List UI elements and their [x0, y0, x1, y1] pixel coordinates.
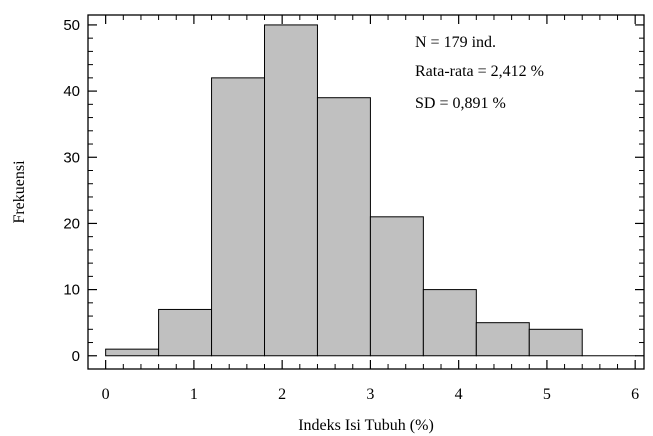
x-tick-label-4: 4	[455, 386, 463, 403]
x-tick-label-6: 6	[631, 386, 639, 403]
x-tick-label-0: 0	[102, 386, 110, 403]
histogram-bar-8	[528, 328, 583, 357]
y-tick-label-20: 20	[63, 215, 80, 232]
histogram-bar-1	[158, 308, 213, 357]
y-tick-label-10: 10	[63, 282, 80, 299]
x-axis-label: Indeks Isi Tubuh (%)	[298, 417, 434, 434]
x-axis-ticks: 0 1 2 3 4 5 6	[102, 15, 639, 403]
y-tick-label-40: 40	[63, 83, 80, 100]
annotation-sd: SD = 0,891 %	[415, 95, 506, 112]
histogram-bar-6	[422, 289, 477, 357]
plot-frame	[87, 14, 645, 370]
y-axis-label: Frekuensi	[11, 160, 28, 224]
histogram-bar-5	[369, 216, 424, 357]
bars-group	[105, 24, 636, 357]
x-tick-label-3: 3	[366, 386, 374, 403]
histogram-bar-7	[475, 322, 530, 357]
histogram-bar-4	[316, 97, 371, 357]
y-axis-ticks: 0 10 20 30 40 50	[63, 17, 644, 365]
histogram-bar-0	[105, 348, 160, 357]
y-tick-label-0: 0	[72, 348, 80, 365]
x-tick-label-5: 5	[543, 386, 551, 403]
annotation-n: N = 179 ind.	[415, 34, 496, 51]
annotation-mean: Rata-rata = 2,412 %	[415, 63, 544, 80]
histogram-bar-3	[264, 24, 318, 357]
histogram-bar-2	[211, 77, 266, 357]
x-tick-label-1: 1	[190, 386, 198, 403]
y-tick-label-30: 30	[63, 149, 80, 166]
x-tick-label-2: 2	[278, 386, 286, 403]
y-tick-label-50: 50	[63, 17, 80, 34]
